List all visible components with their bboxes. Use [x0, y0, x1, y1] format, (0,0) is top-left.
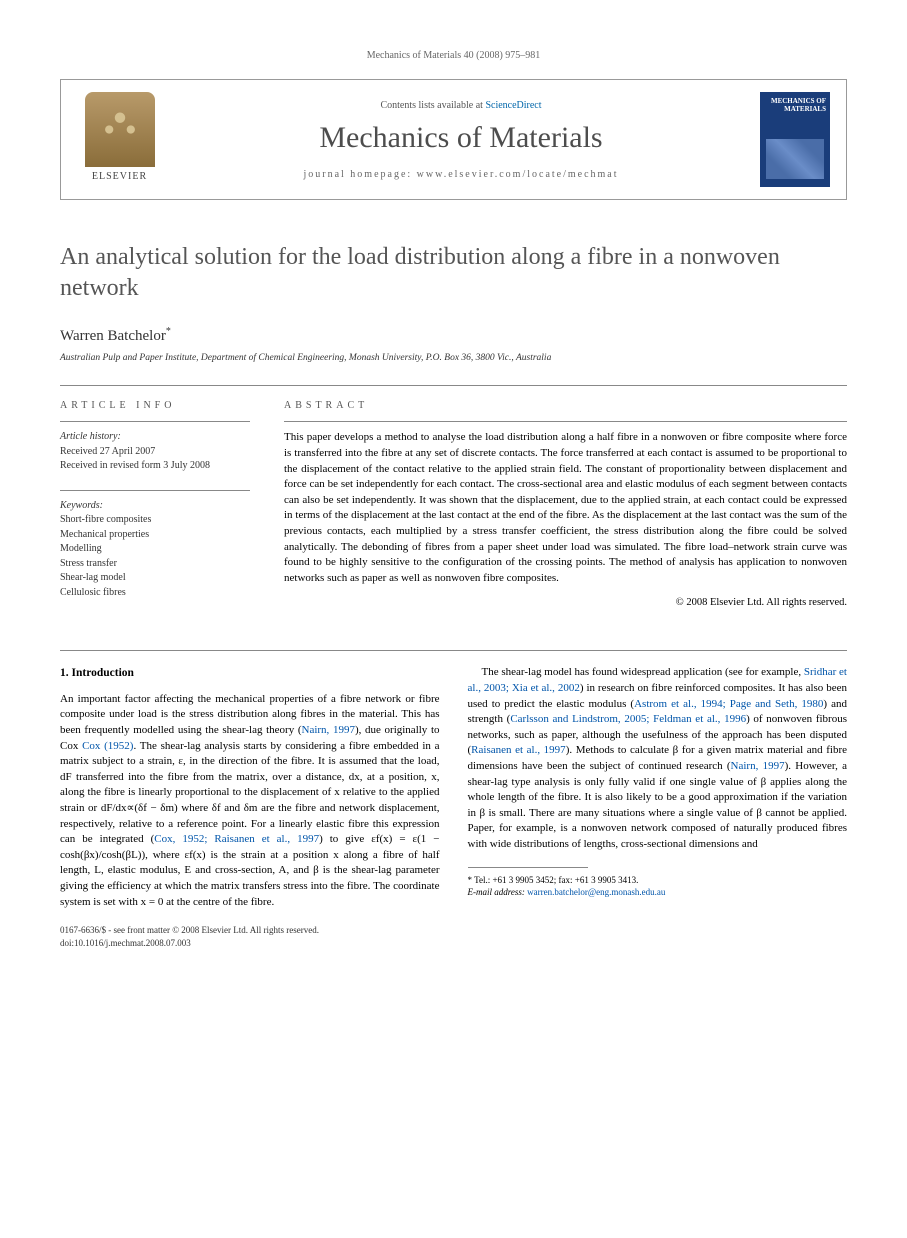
citation-link[interactable]: Cox, 1952; Raisanen et al., 1997: [154, 833, 319, 845]
intro-paragraph: The shear-lag model has found widespread…: [468, 665, 848, 852]
history-label: Article history:: [60, 430, 250, 445]
keywords-block: Keywords: Short-fibre composites Mechani…: [60, 490, 250, 601]
issn-line: 0167-6636/$ - see front matter © 2008 El…: [60, 924, 847, 937]
abstract-panel: ABSTRACT This paper develops a method to…: [284, 400, 847, 616]
revised-date: Received in revised form 3 July 2008: [60, 459, 250, 474]
abstract-heading: ABSTRACT: [284, 400, 847, 411]
keyword: Stress transfer: [60, 557, 250, 572]
divider: [60, 650, 847, 651]
divider: [60, 385, 847, 386]
publisher-logo: ELSEVIER: [77, 92, 162, 187]
intro-paragraph: An important factor affecting the mechan…: [60, 692, 440, 911]
keyword: Cellulosic fibres: [60, 586, 250, 601]
citation-link[interactable]: Astrom et al., 1994; Page and Seth, 1980: [634, 698, 823, 710]
citation-link[interactable]: Raisanen et al., 1997: [471, 744, 566, 756]
citation-link[interactable]: Cox (1952): [82, 740, 133, 752]
citation-link[interactable]: Nairn, 1997: [302, 724, 355, 736]
received-date: Received 27 April 2007: [60, 445, 250, 460]
abstract-text: This paper develops a method to analyse …: [284, 421, 847, 611]
article-info-panel: ARTICLE INFO Article history: Received 2…: [60, 400, 250, 616]
corresponding-author-footnote: * Tel.: +61 3 9905 3452; fax: +61 3 9905…: [468, 874, 848, 899]
masthead: ELSEVIER Contents lists available at Sci…: [60, 79, 847, 200]
article-history-block: Article history: Received 27 April 2007 …: [60, 421, 250, 474]
section-heading-introduction: 1. Introduction: [60, 665, 440, 681]
elsevier-tree-icon: [85, 92, 155, 167]
page-footer: 0167-6636/$ - see front matter © 2008 El…: [60, 924, 847, 949]
journal-cover-thumbnail: MECHANICS OF MATERIALS: [760, 92, 830, 187]
citation-link[interactable]: Carlsson and Lindstrom, 2005; Feldman et…: [510, 713, 746, 725]
keyword: Short-fibre composites: [60, 513, 250, 528]
citation-link[interactable]: Nairn, 1997: [731, 760, 785, 772]
publisher-name: ELSEVIER: [92, 171, 147, 182]
keyword: Mechanical properties: [60, 528, 250, 543]
cover-title: MECHANICS OF MATERIALS: [760, 98, 826, 113]
footnote-rule: [468, 867, 588, 868]
author-name: Warren Batchelor*: [60, 326, 847, 345]
keyword: Modelling: [60, 542, 250, 557]
keywords-label: Keywords:: [60, 499, 250, 514]
sciencedirect-link[interactable]: ScienceDirect: [485, 100, 541, 111]
article-title: An analytical solution for the load dist…: [60, 242, 847, 304]
email-link[interactable]: warren.batchelor@eng.monash.edu.au: [527, 887, 665, 897]
contents-available: Contents lists available at ScienceDirec…: [180, 100, 742, 111]
author-affiliation: Australian Pulp and Paper Institute, Dep…: [60, 353, 847, 363]
cover-image-icon: [766, 139, 824, 179]
keyword: Shear-lag model: [60, 571, 250, 586]
body-text: 1. Introduction An important factor affe…: [60, 665, 847, 910]
abstract-copyright: © 2008 Elsevier Ltd. All rights reserved…: [284, 596, 847, 611]
running-head: Mechanics of Materials 40 (2008) 975–981: [60, 50, 847, 61]
journal-name: Mechanics of Materials: [180, 121, 742, 155]
journal-homepage: journal homepage: www.elsevier.com/locat…: [180, 169, 742, 180]
article-info-heading: ARTICLE INFO: [60, 400, 250, 411]
doi-line: doi:10.1016/j.mechmat.2008.07.003: [60, 937, 847, 950]
